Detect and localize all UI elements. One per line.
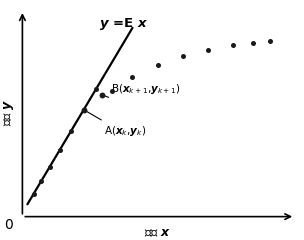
Point — [180, 54, 185, 58]
Point — [47, 165, 52, 168]
Point — [39, 179, 43, 183]
Text: B($\boldsymbol{x}_{k+1}$,$\boldsymbol{y}_{k+1}$): B($\boldsymbol{x}_{k+1}$,$\boldsymbol{y}… — [111, 82, 181, 96]
Point — [94, 87, 98, 91]
Point — [250, 41, 255, 45]
Text: $\boldsymbol{y}$ =E $\boldsymbol{x}$: $\boldsymbol{y}$ =E $\boldsymbol{x}$ — [99, 16, 148, 32]
Text: A($\boldsymbol{x}_k$,$\boldsymbol{y}_k$): A($\boldsymbol{x}_k$,$\boldsymbol{y}_k$) — [104, 124, 146, 138]
Point — [205, 48, 210, 52]
Text: 应力 $\boldsymbol{y}$: 应力 $\boldsymbol{y}$ — [2, 99, 16, 126]
Point — [57, 148, 62, 151]
Point — [31, 192, 36, 196]
Point — [155, 63, 160, 67]
Point — [130, 75, 135, 79]
Point — [100, 93, 105, 97]
Point — [81, 108, 86, 112]
Point — [69, 129, 74, 133]
Point — [81, 108, 86, 112]
Text: 0: 0 — [4, 217, 13, 232]
Point — [268, 39, 272, 43]
Text: 应变 $\boldsymbol{x}$: 应变 $\boldsymbol{x}$ — [144, 226, 171, 239]
Point — [110, 90, 115, 93]
Point — [230, 44, 235, 48]
